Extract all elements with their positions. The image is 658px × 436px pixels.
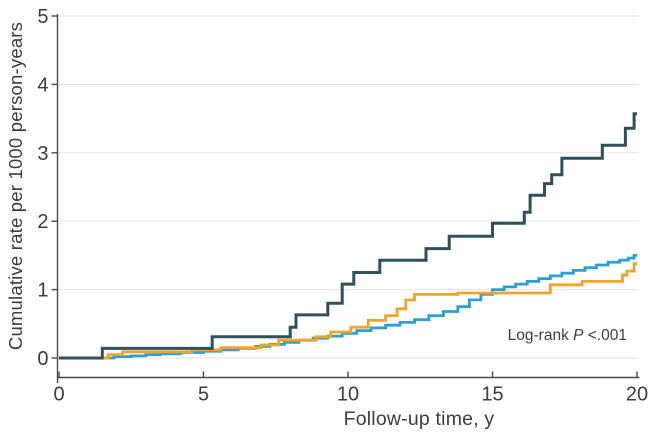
log-rank-annotation-prefix: Log-rank bbox=[507, 327, 574, 344]
log-rank-annotation: Log-rank P <.001 bbox=[508, 327, 627, 345]
series-orange bbox=[59, 262, 637, 360]
y-tick-label: 4 bbox=[37, 74, 48, 96]
x-tick-label: 20 bbox=[626, 384, 648, 406]
y-tick-label: 5 bbox=[37, 6, 48, 28]
x-tick-label: 15 bbox=[481, 384, 503, 406]
y-tick-label: 1 bbox=[37, 280, 48, 302]
series-dark-teal bbox=[59, 112, 637, 360]
x-tick-label: 0 bbox=[53, 384, 64, 406]
y-axis-title: Cumulative rate per 1000 person-years bbox=[5, 21, 26, 351]
x-tick-label: 10 bbox=[337, 384, 359, 406]
x-axis-title: Follow-up time, y bbox=[343, 408, 495, 430]
y-tick-label: 2 bbox=[37, 211, 48, 233]
log-rank-annotation-suffix: <.001 bbox=[583, 327, 627, 344]
x-tick-label: 5 bbox=[198, 384, 209, 406]
y-tick-label: 0 bbox=[37, 348, 48, 370]
y-tick-label: 3 bbox=[37, 143, 48, 165]
log-rank-annotation-stat: P bbox=[573, 327, 584, 344]
